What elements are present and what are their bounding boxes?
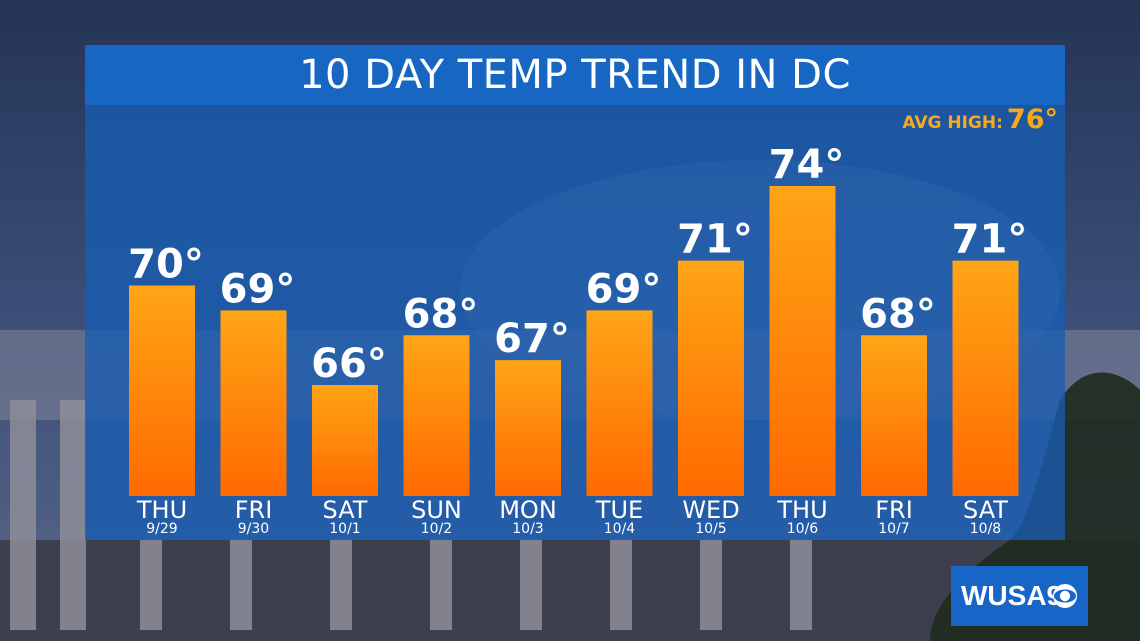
- bar-5: [495, 360, 561, 496]
- bar-value-label: 68°: [403, 291, 479, 337]
- bar-value-label: 70°: [128, 242, 204, 288]
- bar-value-label: 68°: [860, 291, 936, 337]
- bar-value-label: 71°: [952, 217, 1028, 263]
- date-label: 10/4: [604, 521, 636, 537]
- bar-1: [129, 285, 195, 496]
- day-label: TUE: [595, 496, 643, 524]
- date-label: 10/2: [421, 521, 452, 537]
- date-label: 10/3: [512, 521, 543, 537]
- bar-value-label: 69°: [220, 266, 296, 312]
- date-label: 10/1: [329, 521, 360, 537]
- avg-high: AVG HIGH: 76°: [902, 104, 1058, 135]
- day-label: FRI: [235, 496, 273, 524]
- bar-2: [220, 310, 287, 496]
- bar-4: [403, 335, 470, 496]
- date-label: 10/6: [787, 521, 819, 537]
- day-label: FRI: [875, 496, 913, 524]
- bar-value-label: 74°: [769, 142, 845, 188]
- date-label: 10/7: [878, 521, 909, 537]
- bar-9: [861, 335, 927, 496]
- date-label: 9/29: [146, 521, 177, 537]
- bar-value-label: 69°: [586, 266, 662, 312]
- day-label: SAT: [323, 496, 368, 524]
- date-label: 10/8: [970, 521, 1001, 537]
- avg-high-value: 76°: [1006, 104, 1058, 135]
- bar-value-label: 71°: [677, 217, 753, 263]
- day-label: MON: [499, 496, 557, 524]
- title-bar: [85, 45, 1065, 105]
- day-label: SAT: [963, 496, 1008, 524]
- day-label: WED: [682, 496, 739, 524]
- bar-3: [312, 385, 378, 496]
- bar-10: [952, 260, 1019, 496]
- avg-high-label: AVG HIGH:: [902, 113, 1003, 133]
- logo-text: WUSA9: [961, 580, 1063, 611]
- bar-value-label: 67°: [494, 316, 570, 362]
- bar-8: [769, 186, 836, 496]
- cbs-eye-icon: [1053, 584, 1077, 608]
- day-label: THU: [136, 496, 187, 524]
- chart-title: 10 DAY TEMP TREND IN DC: [299, 52, 851, 98]
- date-label: 10/5: [695, 521, 726, 537]
- bar-7: [678, 260, 744, 496]
- day-label: THU: [776, 496, 827, 524]
- day-label: SUN: [411, 496, 462, 524]
- bar-6: [586, 310, 653, 496]
- bar-value-label: 66°: [311, 341, 387, 387]
- station-logo: WUSA9: [951, 566, 1088, 626]
- date-label: 9/30: [238, 521, 269, 537]
